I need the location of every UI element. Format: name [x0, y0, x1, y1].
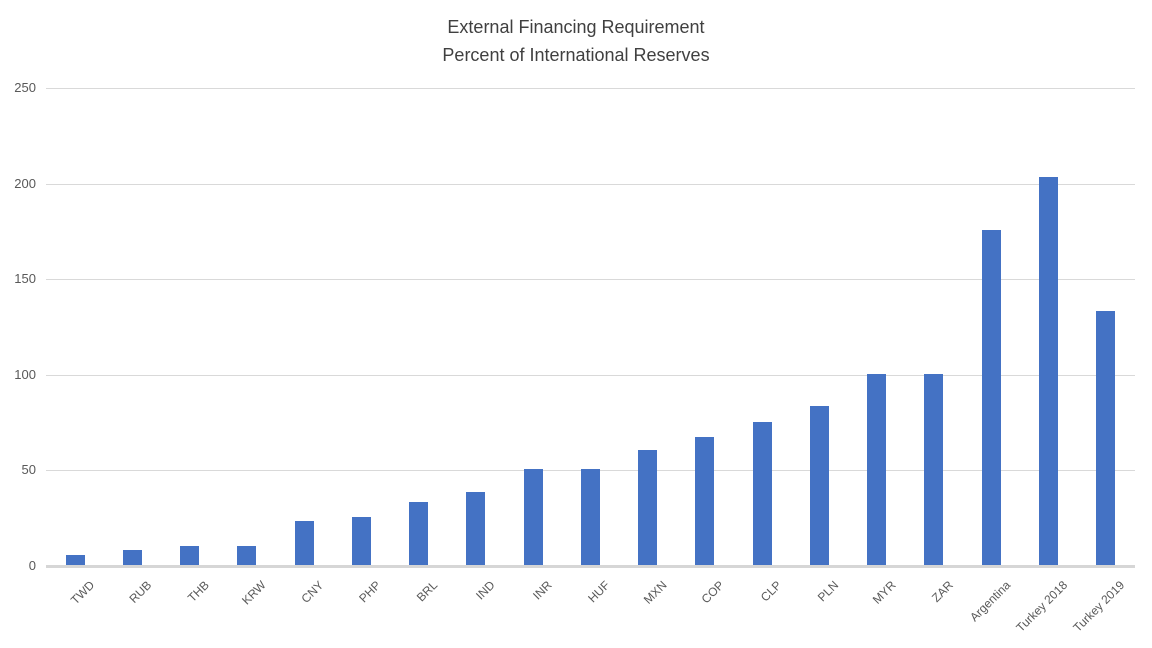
x-axis-tick-label: Turkey 2019: [1070, 578, 1128, 635]
x-axis-tick-label: INR: [530, 578, 555, 603]
x-axis-tick-label: THB: [184, 578, 212, 605]
bar: [409, 502, 428, 565]
x-axis-tick-label: Turkey 2018: [1013, 578, 1071, 635]
bar: [1096, 311, 1115, 565]
y-axis-tick-label: 50: [21, 462, 36, 478]
bar: [867, 374, 886, 565]
bar: [695, 437, 715, 565]
gridline: [46, 374, 1135, 376]
x-axis-tick-label: KRW: [239, 578, 269, 608]
bar: [981, 230, 1001, 565]
x-axis-tick-label: PHP: [355, 578, 384, 606]
gridline: [46, 88, 1135, 89]
x-axis-tick-label: HUF: [584, 578, 613, 606]
chart-title-line1: External Financing Requirement: [447, 17, 705, 37]
bar: [65, 555, 85, 565]
bar: [351, 517, 371, 565]
x-axis-tick-label: BRL: [413, 578, 441, 605]
x-axis-tick-label: COP: [698, 578, 727, 607]
y-axis-tick-label: 0: [28, 558, 36, 573]
x-axis-tick-label: MYR: [869, 578, 899, 607]
bar: [924, 374, 944, 565]
x-axis-tick-label: TWD: [67, 578, 97, 608]
y-axis-tick-label: 200: [14, 175, 36, 191]
gridline: [46, 183, 1135, 185]
y-axis-tick-label: 150: [14, 271, 36, 287]
bar: [122, 550, 142, 565]
chart-title-line2: Percent of International Reserves: [442, 45, 710, 65]
bar: [752, 422, 772, 565]
x-axis-tick-label: MXN: [640, 578, 670, 607]
x-axis-line: [46, 565, 1135, 568]
x-axis-tick-label: CLP: [757, 578, 784, 605]
bar: [523, 469, 543, 565]
bar: [580, 469, 600, 565]
bar: [237, 546, 257, 565]
gridline: [46, 279, 1135, 281]
x-axis-tick-label: CNY: [298, 578, 326, 606]
bar: [809, 406, 829, 565]
chart-title: External Financing Requirement Percent o…: [0, 13, 1152, 69]
bar: [1038, 177, 1058, 565]
bar: [466, 492, 486, 565]
x-axis-tick-label: IND: [473, 578, 498, 603]
bar: [294, 521, 314, 565]
x-axis-tick-label: ZAR: [928, 578, 956, 605]
x-axis-tick-label: RUB: [126, 578, 155, 606]
x-axis-tick-label: Argentina: [966, 578, 1013, 625]
x-axis-tick-label: PLN: [814, 578, 842, 605]
y-axis-tick-label: 250: [14, 80, 36, 95]
bar: [638, 450, 657, 565]
bar: [180, 546, 199, 565]
y-axis-tick-label: 100: [14, 366, 36, 382]
